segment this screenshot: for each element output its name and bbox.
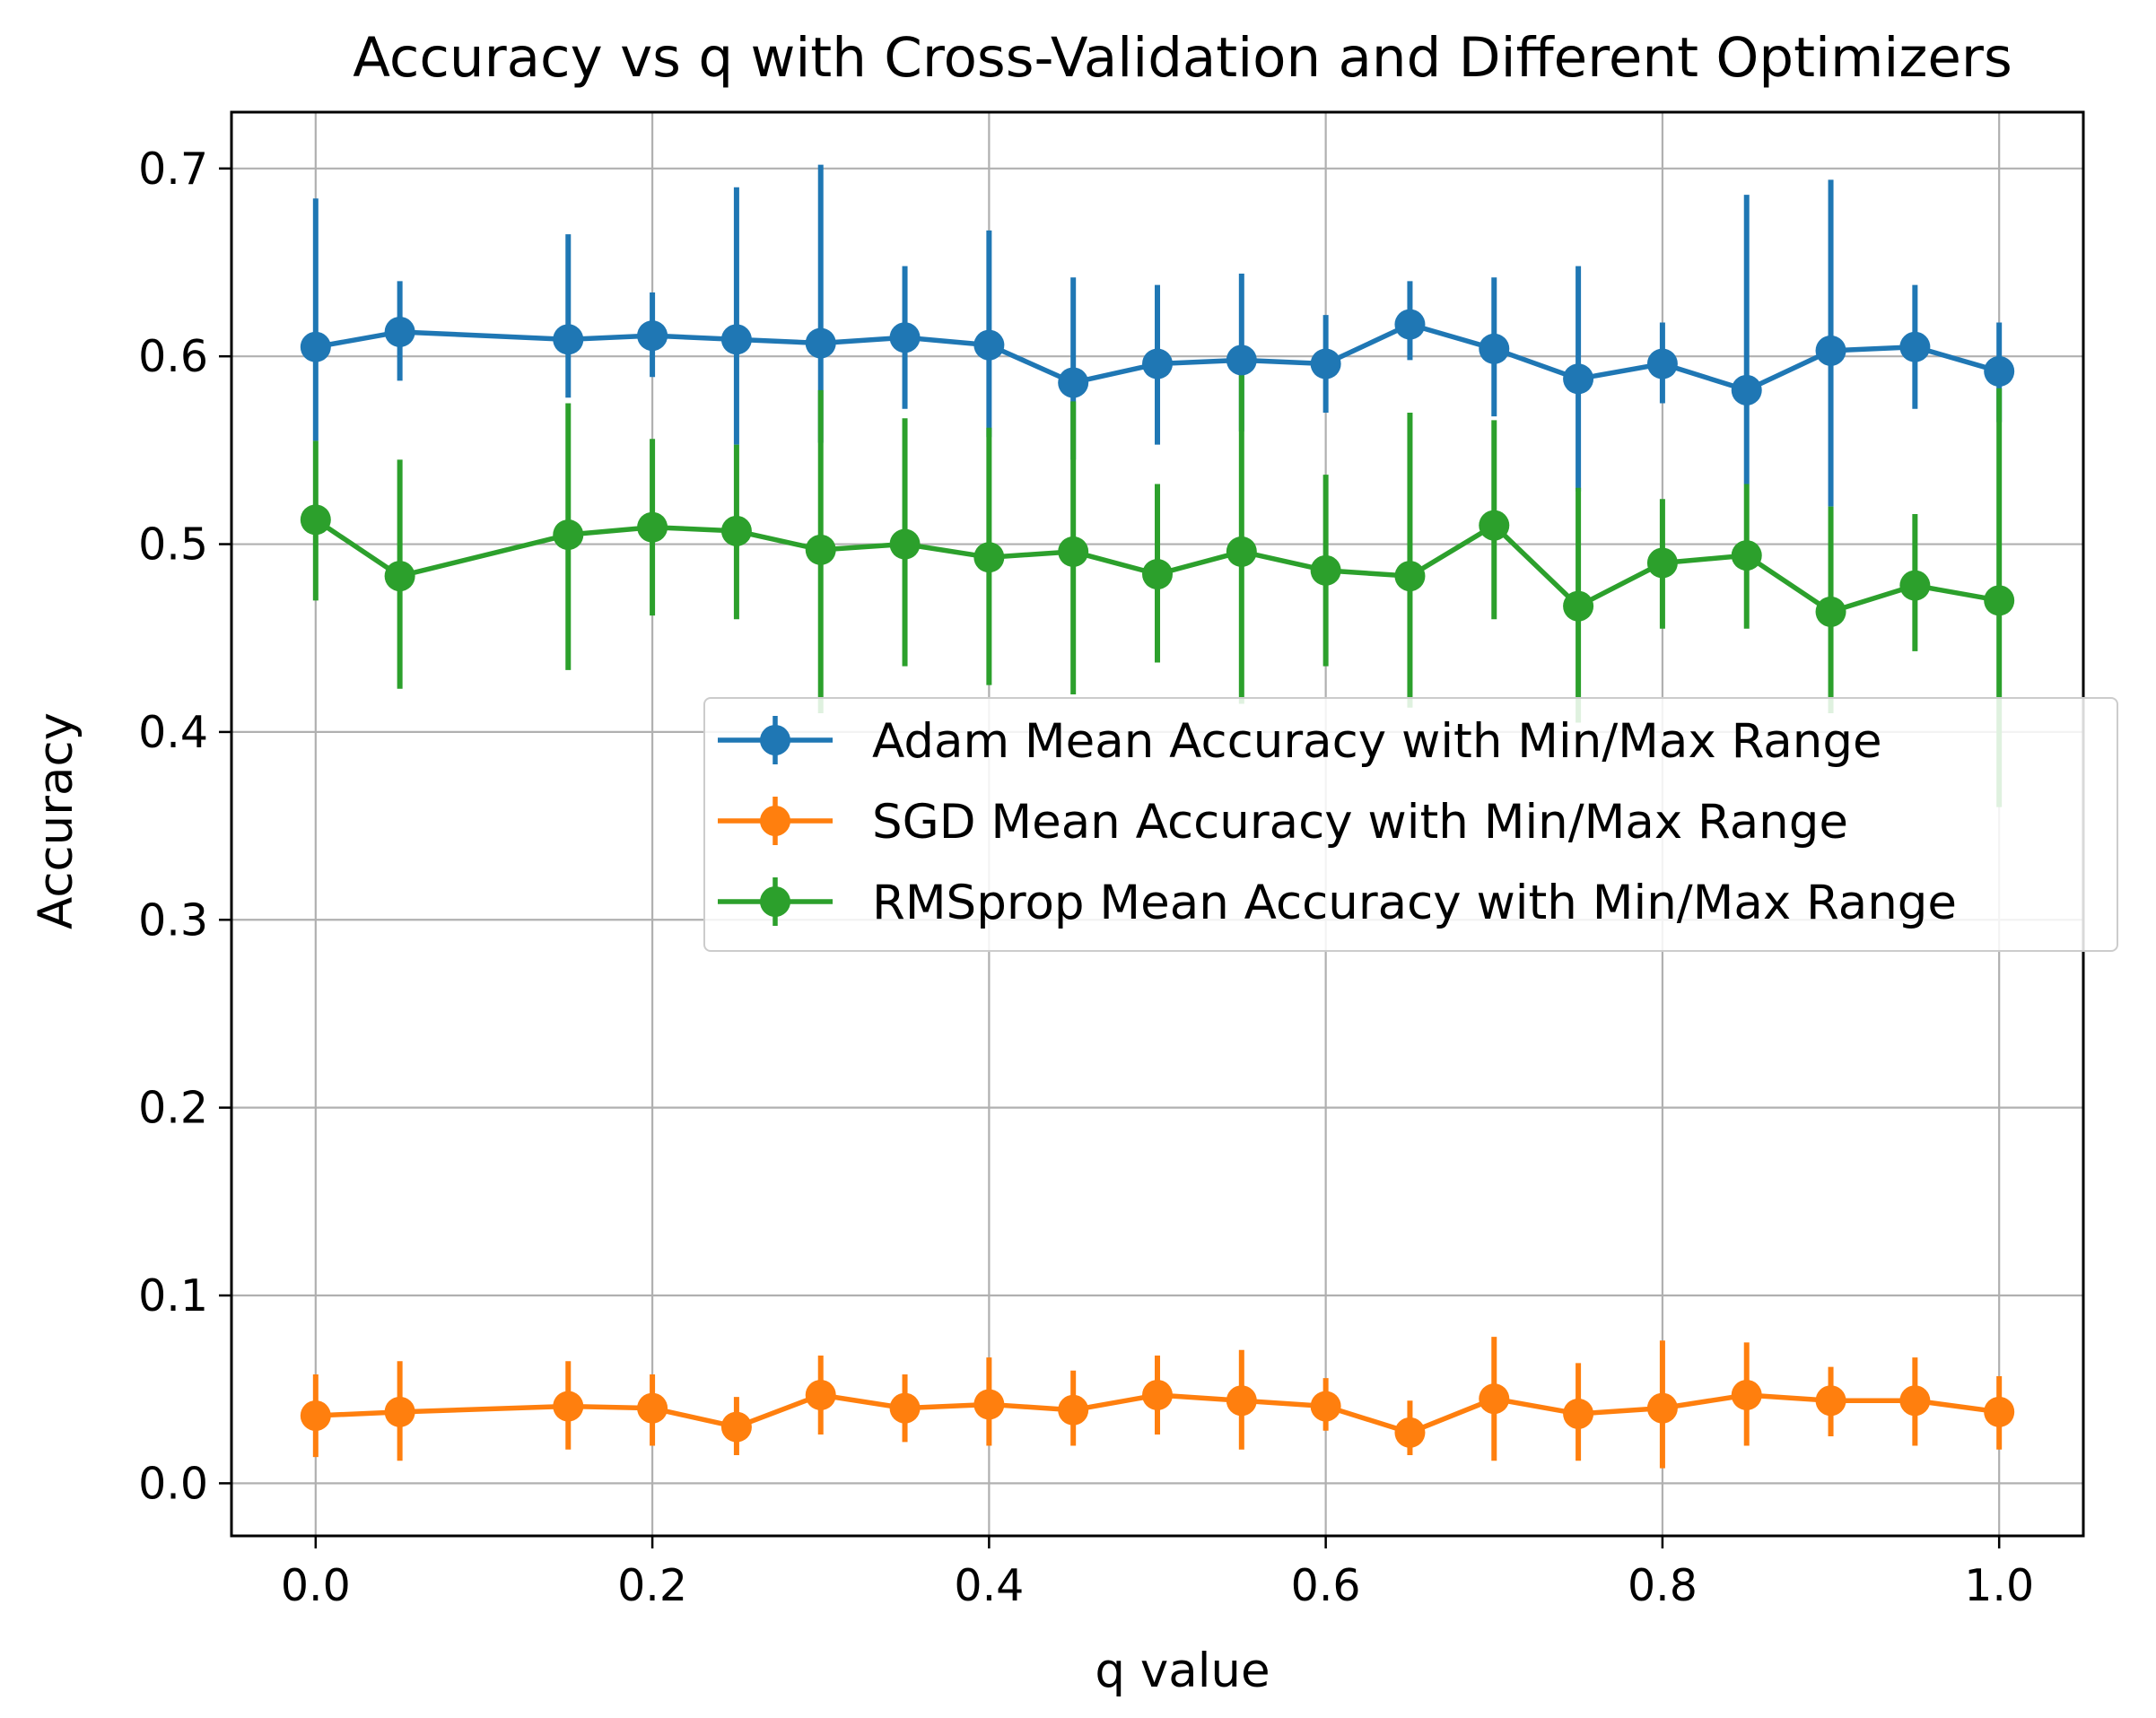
sgd-point	[1815, 1385, 1846, 1417]
sgd-point	[889, 1392, 921, 1424]
sgd-point	[1394, 1417, 1426, 1448]
rmsprop-point	[805, 534, 836, 565]
adam-point	[1984, 355, 2015, 387]
rmsprop-point	[1563, 590, 1594, 622]
adam-point	[889, 322, 921, 353]
rmsprop-point	[637, 511, 668, 543]
x-tick-label: 1.0	[1964, 1560, 2034, 1611]
sgd-point	[1731, 1379, 1762, 1410]
y-tick-label: 0.2	[138, 1083, 208, 1134]
y-tick-label: 0.0	[138, 1458, 208, 1509]
legend-entry-rmsprop: RMSprop Mean Accuracy with Min/Max Range	[718, 876, 1957, 930]
sgd-point	[1142, 1379, 1173, 1410]
rmsprop-point	[1142, 559, 1173, 590]
y-tick-label: 0.7	[138, 144, 208, 195]
sgd-point	[1899, 1385, 1931, 1417]
sgd-point	[384, 1396, 415, 1427]
legend-label-adam: Adam Mean Accuracy with Min/Max Range	[872, 714, 1882, 769]
sgd-point	[1479, 1383, 1510, 1415]
chart-title: Accuracy vs q with Cross-Validation and …	[353, 26, 2012, 90]
sgd-point	[805, 1379, 836, 1410]
y-tick-label: 0.3	[138, 894, 208, 946]
adam-point	[1731, 374, 1762, 406]
legend-swatch-marker	[760, 886, 790, 917]
y-tick-label: 0.1	[138, 1270, 208, 1321]
rmsprop-point	[1226, 536, 1257, 567]
sgd-point	[720, 1411, 752, 1443]
series-markers	[300, 309, 2015, 1448]
adam-point	[1226, 344, 1257, 376]
rmsprop-point	[1394, 561, 1426, 592]
rmsprop-point	[1058, 536, 1089, 567]
rmsprop-point	[300, 504, 331, 536]
x-tick-label: 0.8	[1628, 1560, 1698, 1611]
legend-swatch-marker	[760, 806, 790, 836]
sgd-point	[553, 1391, 584, 1422]
sgd-point	[1310, 1391, 1341, 1422]
x-axis-label: q value	[1095, 1644, 1270, 1698]
sgd-point	[637, 1392, 668, 1424]
adam-point	[1563, 363, 1594, 395]
rmsprop-point	[1731, 540, 1762, 571]
rmsprop-point	[1984, 585, 2015, 616]
legend-swatch-marker	[760, 725, 790, 755]
adam-point	[1394, 309, 1426, 340]
sgd-point	[1226, 1385, 1257, 1417]
adam-point	[1479, 333, 1510, 364]
x-tick-label: 0.2	[617, 1560, 687, 1611]
adam-point	[1646, 348, 1678, 379]
legend-entry-sgd: SGD Mean Accuracy with Min/Max Range	[718, 795, 1848, 850]
adam-point	[720, 324, 752, 355]
legend-entries: Adam Mean Accuracy with Min/Max Range SGD…	[718, 714, 1957, 930]
y-tick-label: 0.4	[138, 707, 208, 758]
axis-ticks: 0.0 0.2 0.4 0.6 0.8 1.0 0.0 0.1 0.2 0.3 0.4 0.5 0.6 0…	[138, 144, 2034, 1611]
rmsprop-point	[1479, 510, 1510, 541]
adam-point	[1899, 331, 1931, 362]
y-tick-label: 0.6	[138, 331, 208, 382]
adam-point	[637, 320, 668, 352]
sgd-point	[1563, 1398, 1594, 1429]
sgd-point	[1058, 1394, 1089, 1426]
sgd-point	[1984, 1396, 2015, 1427]
legend-box	[703, 697, 2118, 952]
x-tick-label: 0.0	[281, 1560, 351, 1611]
legend-entry-adam: Adam Mean Accuracy with Min/Max Range	[718, 714, 1882, 769]
x-tick-label: 0.4	[954, 1560, 1024, 1611]
rmsprop-point	[1310, 554, 1341, 586]
adam-point	[1815, 335, 1846, 366]
sgd-point	[973, 1389, 1005, 1420]
rmsprop-point	[1646, 547, 1678, 579]
rmsprop-point	[720, 515, 752, 546]
rmsprop-point	[553, 519, 584, 551]
adam-point	[1058, 367, 1089, 398]
x-tick-label: 0.6	[1291, 1560, 1361, 1611]
rmsprop-point	[973, 542, 1005, 573]
rmsprop-point	[384, 561, 415, 592]
sgd-point	[300, 1400, 331, 1432]
adam-point	[973, 329, 1005, 361]
legend-label-rmsprop: RMSprop Mean Accuracy with Min/Max Range	[872, 876, 1957, 930]
sgd-point	[1646, 1392, 1678, 1424]
adam-point	[805, 327, 836, 359]
rmsprop-point	[1899, 570, 1931, 601]
rmsprop-point	[889, 528, 921, 560]
adam-point	[300, 331, 331, 362]
y-tick-label: 0.5	[138, 519, 208, 571]
adam-point	[384, 316, 415, 347]
adam-point	[553, 324, 584, 355]
adam-point	[1142, 348, 1173, 379]
legend: Adam Mean Accuracy with Min/Max Range SGD…	[703, 697, 2118, 952]
y-axis-label: Accuracy	[29, 712, 83, 929]
adam-point	[1310, 348, 1341, 379]
legend-label-sgd: SGD Mean Accuracy with Min/Max Range	[872, 795, 1848, 850]
rmsprop-point	[1815, 596, 1846, 627]
